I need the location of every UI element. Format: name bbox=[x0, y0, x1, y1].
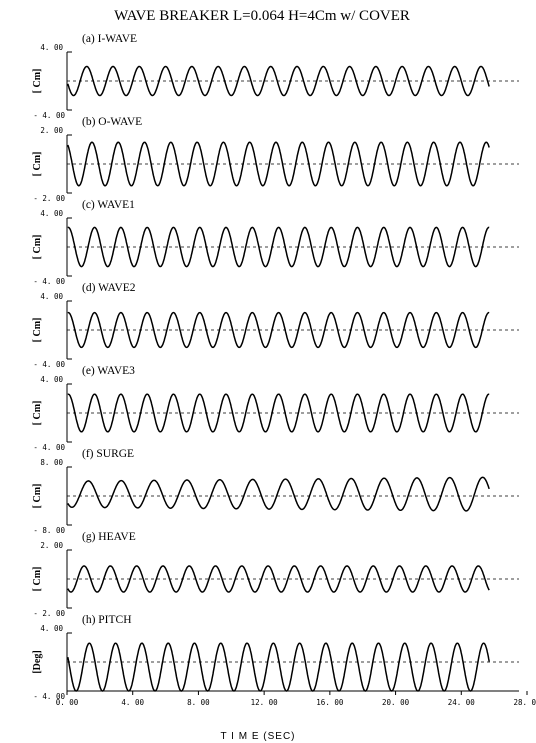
y-tick-bottom-i-wave: - 4. 00 bbox=[33, 111, 65, 120]
x-tick-label: 8. 00 bbox=[187, 698, 210, 707]
y-axis-label-wave1: [ Cm] bbox=[32, 235, 43, 260]
y-axis-label-heave: [ Cm] bbox=[32, 567, 43, 592]
y-tick-top-pitch: 4. 00 bbox=[40, 624, 63, 633]
x-tick-label: 12. 00 bbox=[251, 698, 279, 707]
y-tick-bottom-wave2: - 4. 00 bbox=[33, 360, 65, 369]
y-tick-bottom-o-wave: - 2. 00 bbox=[33, 194, 65, 203]
panel-wave2: (d) WAVE2 4. 00 - 4. 00 [ Cm] bbox=[32, 282, 519, 369]
y-tick-bottom-surge: - 8. 00 bbox=[33, 526, 65, 535]
y-axis-label-surge: [ Cm] bbox=[32, 484, 43, 509]
waveform-surge bbox=[67, 476, 490, 512]
y-axis-label-wave2: [ Cm] bbox=[32, 318, 43, 343]
y-axis-label-wave3: [ Cm] bbox=[32, 401, 43, 426]
panel-i-wave: (a) I-WAVE 4. 00 - 4. 00 [ Cm] bbox=[32, 33, 519, 120]
figure-title: WAVE BREAKER L=0.064 H=4Cm w/ COVER bbox=[114, 8, 410, 24]
x-tick-label: 24. 00 bbox=[448, 698, 476, 707]
panel-title-o-wave: (b) O-WAVE bbox=[82, 116, 142, 128]
y-axis-label-pitch: [Deg] bbox=[32, 650, 43, 673]
y-tick-bottom-wave3: - 4. 00 bbox=[33, 443, 65, 452]
y-tick-bottom-heave: - 2. 00 bbox=[33, 609, 65, 618]
x-tick-label: 28. 00 bbox=[513, 698, 536, 707]
y-tick-bottom-wave1: - 4. 00 bbox=[33, 277, 65, 286]
panel-title-wave2: (d) WAVE2 bbox=[82, 282, 136, 294]
x-axis-label: T I M E (SEC) bbox=[220, 731, 295, 742]
panel-title-i-wave: (a) I-WAVE bbox=[82, 33, 137, 45]
y-tick-top-o-wave: 2. 00 bbox=[40, 126, 63, 135]
x-tick-label: 0. 00 bbox=[56, 698, 79, 707]
panel-title-wave1: (c) WAVE1 bbox=[82, 199, 135, 211]
waveform-heave bbox=[67, 565, 490, 593]
y-tick-bottom-pitch: - 4. 00 bbox=[33, 692, 65, 701]
waveform-wave1 bbox=[67, 226, 490, 268]
time-axis: 0. 00 4. 00 8. 00 12. 00 16. 00 20. 00 24. 00 2… bbox=[56, 690, 536, 707]
y-tick-top-heave: 2. 00 bbox=[40, 541, 63, 550]
y-axis-label-i-wave: [ Cm] bbox=[32, 69, 43, 94]
x-tick-label: 4. 00 bbox=[121, 698, 144, 707]
panels: (a) I-WAVE 4. 00 - 4. 00 [ Cm] (b) O-WAVE 2. … bbox=[32, 33, 519, 701]
y-tick-top-surge: 8. 00 bbox=[40, 458, 63, 467]
panel-wave1: (c) WAVE1 4. 00 - 4. 00 [ Cm] bbox=[32, 199, 519, 286]
y-axis-label-o-wave: [ Cm] bbox=[32, 152, 43, 177]
y-tick-top-wave2: 4. 00 bbox=[40, 292, 63, 301]
waveform-wave3 bbox=[67, 393, 490, 433]
panel-wave3: (e) WAVE3 4. 00 - 4. 00 [ Cm] bbox=[32, 365, 519, 452]
panel-title-surge: (f) SURGE bbox=[82, 448, 134, 460]
panel-surge: (f) SURGE 8. 00 - 8. 00 [ Cm] bbox=[32, 448, 519, 535]
waveform-i-wave bbox=[67, 65, 490, 97]
panel-pitch: (h) PITCH 4. 00 - 4. 00 [Deg] bbox=[32, 614, 519, 701]
panel-title-wave3: (e) WAVE3 bbox=[82, 365, 135, 377]
waveform-wave2 bbox=[67, 311, 490, 349]
y-tick-top-i-wave: 4. 00 bbox=[40, 43, 63, 52]
waveform-o-wave bbox=[67, 141, 490, 187]
x-tick-label: 20. 00 bbox=[382, 698, 410, 707]
x-tick-label: 16. 00 bbox=[316, 698, 344, 707]
y-tick-top-wave1: 4. 00 bbox=[40, 209, 63, 218]
panel-title-pitch: (h) PITCH bbox=[82, 614, 132, 626]
panel-title-heave: (g) HEAVE bbox=[82, 531, 136, 543]
panel-heave: (g) HEAVE 2. 00 - 2. 00 [ Cm] bbox=[32, 531, 519, 618]
y-tick-top-wave3: 4. 00 bbox=[40, 375, 63, 384]
panel-o-wave: (b) O-WAVE 2. 00 - 2. 00 [ Cm] bbox=[32, 116, 519, 203]
waveform-pitch bbox=[67, 642, 490, 692]
